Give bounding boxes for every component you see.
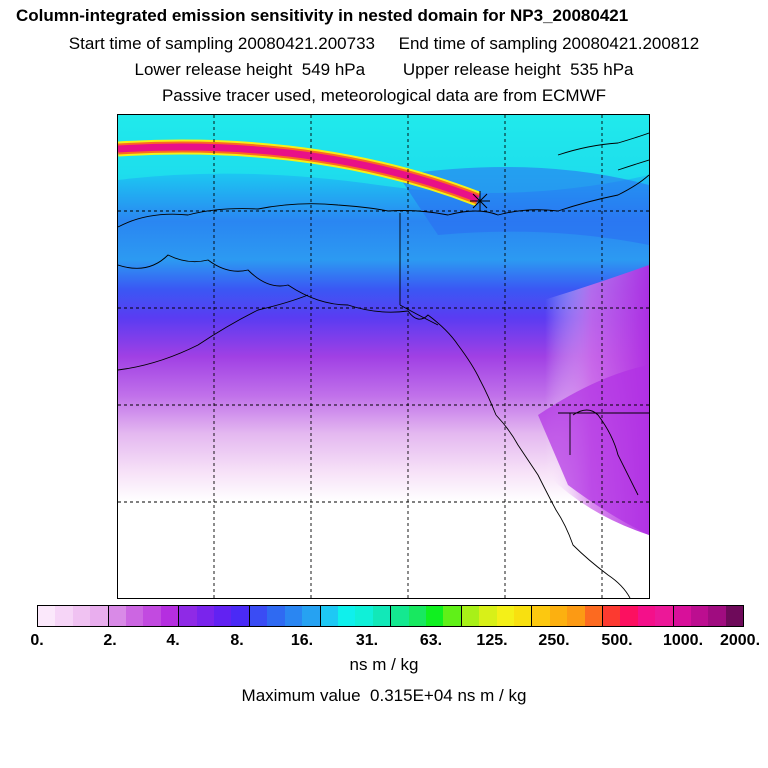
color-scale-segment	[513, 606, 533, 626]
color-scale-segment	[567, 606, 585, 626]
color-scale-segment	[214, 606, 232, 626]
color-scale-segment	[443, 606, 462, 626]
plume-core	[118, 143, 480, 203]
color-scale-segment	[179, 606, 197, 626]
color-scale-segment	[584, 606, 603, 626]
color-scale-segment	[708, 606, 726, 626]
color-scale-segment	[55, 606, 73, 626]
color-scale-segment	[725, 606, 744, 626]
color-scale-tick-label: 4.	[166, 632, 180, 649]
color-scale-segment	[549, 606, 568, 626]
color-scale-tick-label: 0.	[30, 632, 44, 649]
political-boundaries	[399, 213, 649, 455]
color-scale-segment	[249, 606, 268, 626]
color-scale-segment	[372, 606, 392, 626]
color-scale-segment	[461, 606, 480, 626]
color-scale-tick-label: 63.	[419, 632, 443, 649]
plot-title: Column-integrated emission sensitivity i…	[16, 6, 629, 25]
color-scale-tick-label: 250.	[538, 632, 570, 649]
color-scale-segment	[691, 606, 709, 626]
color-scale-segment	[320, 606, 338, 626]
color-scale-segment	[108, 606, 127, 626]
release-height-line: Lower release height 549 hPa Upper relea…	[134, 60, 634, 79]
color-scale-segment	[72, 606, 91, 626]
color-scale-segment	[196, 606, 215, 626]
color-scale-segment	[284, 606, 303, 626]
color-scale-segment	[496, 606, 514, 626]
color-scale-bar	[37, 605, 744, 627]
color-scale-tick-label: 31.	[355, 632, 379, 649]
color-scale-tick-labels: 0. 2. 4. 8. 16. 31. 63. 125. 250. 500. 1000. 2000.	[0, 632, 768, 652]
color-scale-tick-label: 2.	[103, 632, 117, 649]
color-scale-tick-label: 125.	[476, 632, 508, 649]
color-scale-unit: ns m / kg	[349, 655, 419, 674]
color-scale-segment	[408, 606, 426, 626]
color-scale-segment	[532, 606, 550, 626]
color-scale-segment	[637, 606, 656, 626]
color-scale-segment	[126, 606, 144, 626]
lat-lon-grid	[118, 115, 649, 598]
color-scale-tick-label: 1000.	[662, 632, 704, 649]
color-scale-tick-label: 16.	[290, 632, 314, 649]
purple-strip-east	[538, 365, 649, 535]
color-scale-segment	[673, 606, 692, 626]
color-scale-segment	[655, 606, 674, 626]
color-scale-segment	[603, 606, 621, 626]
color-scale-segment	[620, 606, 638, 626]
color-scale-segment	[302, 606, 321, 626]
color-scale-tick-label: 8.	[230, 632, 244, 649]
color-scale-segment	[391, 606, 409, 626]
color-scale-segment	[38, 606, 56, 626]
color-scale-tick-label: 500.	[601, 632, 633, 649]
color-scale-segment	[425, 606, 444, 626]
color-scale-tick-label: 2000.	[719, 632, 761, 649]
color-scale-segment	[143, 606, 161, 626]
color-scale-segment	[160, 606, 180, 626]
emission-sensitivity-map	[117, 114, 650, 599]
color-scale-segment	[337, 606, 356, 626]
color-scale-segment	[267, 606, 285, 626]
color-scale-segment	[90, 606, 109, 626]
color-scale-segment	[479, 606, 497, 626]
tracer-info-line: Passive tracer used, meteorological data…	[161, 86, 607, 105]
sampling-time-line: Start time of sampling 20080421.200733 E…	[68, 34, 700, 53]
color-scale-segment	[355, 606, 373, 626]
maximum-value-label: Maximum value 0.315E+04 ns m / kg	[241, 686, 527, 705]
color-scale-segment	[231, 606, 250, 626]
release-point-marker	[470, 191, 490, 211]
